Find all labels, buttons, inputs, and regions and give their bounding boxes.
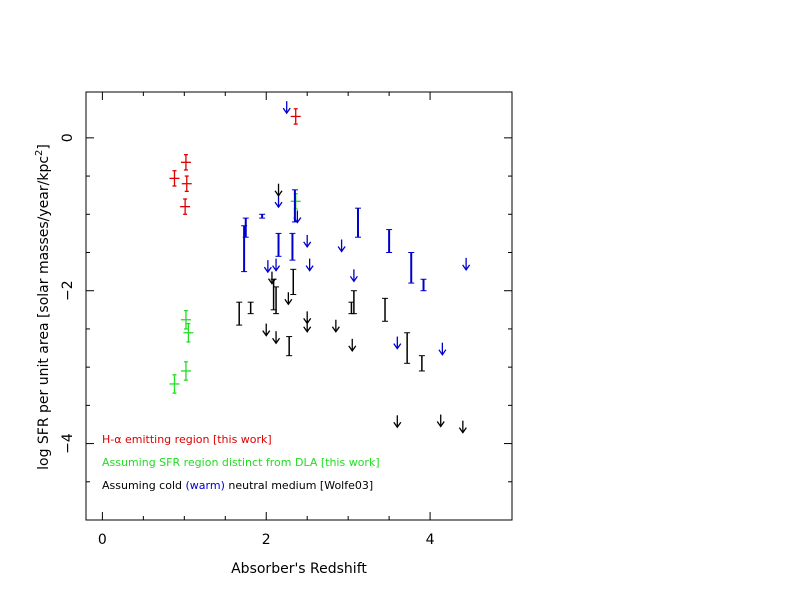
arrow-head <box>436 421 445 428</box>
data-range-bar <box>241 225 248 273</box>
legend-entry-blue-word: (warm) <box>186 479 225 492</box>
upper-limit-arrow <box>393 336 402 350</box>
upper-limit-arrow <box>303 234 312 249</box>
upper-limit-arrow <box>284 292 293 306</box>
arrow-head <box>337 246 346 253</box>
upper-limit-arrow <box>272 258 281 272</box>
axis-tick-labels: 0 2 4 0 −2 −4 <box>60 133 435 548</box>
upper-limit-arrow <box>458 420 467 434</box>
arrow-head <box>462 264 471 271</box>
upper-limit-arrow <box>263 260 272 274</box>
arrow-head <box>331 326 340 333</box>
plot-frame <box>85 91 513 521</box>
upper-limit-arrow <box>348 338 357 352</box>
data-range-bar <box>418 355 425 372</box>
arrow-head <box>393 421 402 429</box>
data-point-cross <box>169 374 180 394</box>
data-marks <box>169 101 471 434</box>
data-point-cross <box>290 108 301 125</box>
upper-limit-arrow <box>438 342 447 356</box>
arrow-head <box>262 330 271 337</box>
arrow-head <box>458 427 467 434</box>
x-axis-label: Absorber's Redshift <box>231 561 367 577</box>
y-axis-label-end: ] <box>36 144 52 149</box>
data-point-cross <box>181 175 192 193</box>
x-tick-label: 0 <box>98 532 107 548</box>
arrow-head <box>303 326 312 333</box>
upper-limit-arrow <box>274 183 283 197</box>
data-range-bar <box>236 301 243 326</box>
arrow-head <box>272 337 281 345</box>
data-range-bar <box>386 229 393 253</box>
upper-limit-arrow <box>282 101 291 115</box>
data-point-cross <box>180 198 191 215</box>
data-range-bar <box>420 278 427 292</box>
legend-entry-black-suffix: neutral medium [Wolfe03] <box>225 479 373 492</box>
upper-limit-arrow <box>436 414 445 428</box>
arrow-head <box>263 266 272 274</box>
upper-limit-arrow <box>462 257 471 271</box>
arrow-head <box>272 265 281 272</box>
data-point-cross <box>180 361 191 381</box>
y-tick-label: −2 <box>60 280 76 301</box>
y-tick-label: 0 <box>60 133 76 142</box>
axis-ticks <box>86 92 512 521</box>
data-range-bar <box>404 332 411 364</box>
legend-entry-green: Assuming SFR region distinct from DLA [t… <box>102 456 380 469</box>
x-tick-label: 4 <box>426 532 435 548</box>
data-range-bar <box>247 301 254 315</box>
data-range-bar <box>275 232 282 257</box>
arrow-head <box>293 217 302 224</box>
data-range-bar <box>408 252 415 284</box>
upper-limit-arrow <box>293 210 302 224</box>
data-range-bar <box>354 207 361 238</box>
data-range-bar <box>290 268 297 296</box>
y-axis-label: log SFR per unit area [solar masses/year… <box>34 144 52 470</box>
arrow-head <box>274 201 283 209</box>
data-point-cross <box>169 170 180 187</box>
arrow-head <box>349 275 358 283</box>
arrow-head <box>348 345 357 352</box>
upper-limit-arrow <box>337 239 346 253</box>
legend-entry-black-blue: Assuming cold (warm) neutral medium [Wol… <box>102 479 373 492</box>
upper-limit-arrow <box>267 271 276 285</box>
data-range-bar <box>273 286 280 315</box>
y-axis-label-main: log SFR per unit area [solar masses/year… <box>36 156 52 470</box>
data-range-bar <box>382 297 389 322</box>
y-tick-label: −4 <box>60 433 76 454</box>
upper-limit-arrow <box>393 415 402 429</box>
upper-limit-arrow <box>272 331 281 345</box>
legend-entry-black-prefix: Assuming cold <box>102 479 186 492</box>
arrow-head <box>438 349 447 356</box>
data-point-cross <box>183 322 194 343</box>
upper-limit-arrow <box>274 195 283 209</box>
upper-limit-arrow <box>262 323 271 337</box>
data-point-cross <box>180 309 191 330</box>
legend: H-α emitting region [this work] Assuming… <box>102 433 380 492</box>
data-point-cross <box>180 154 191 171</box>
y-axis-label-superscript: 2 <box>34 150 45 156</box>
arrow-head <box>284 298 293 306</box>
arrow-head <box>303 241 312 249</box>
upper-limit-arrow <box>349 269 358 283</box>
legend-entry-red: H-α emitting region [this work] <box>102 433 272 446</box>
upper-limit-arrow <box>331 319 340 333</box>
upper-limit-arrow <box>303 319 312 333</box>
arrow-head <box>274 190 283 197</box>
arrow-head <box>393 343 402 350</box>
x-tick-label: 2 <box>262 532 271 548</box>
data-range-bar <box>350 290 357 315</box>
data-range-bar <box>286 336 293 357</box>
arrow-head <box>267 278 276 285</box>
upper-limit-arrow <box>305 258 314 272</box>
arrow-head <box>305 265 314 272</box>
arrow-head <box>282 107 291 115</box>
data-range-bar <box>259 213 266 219</box>
data-range-bar <box>289 232 296 261</box>
